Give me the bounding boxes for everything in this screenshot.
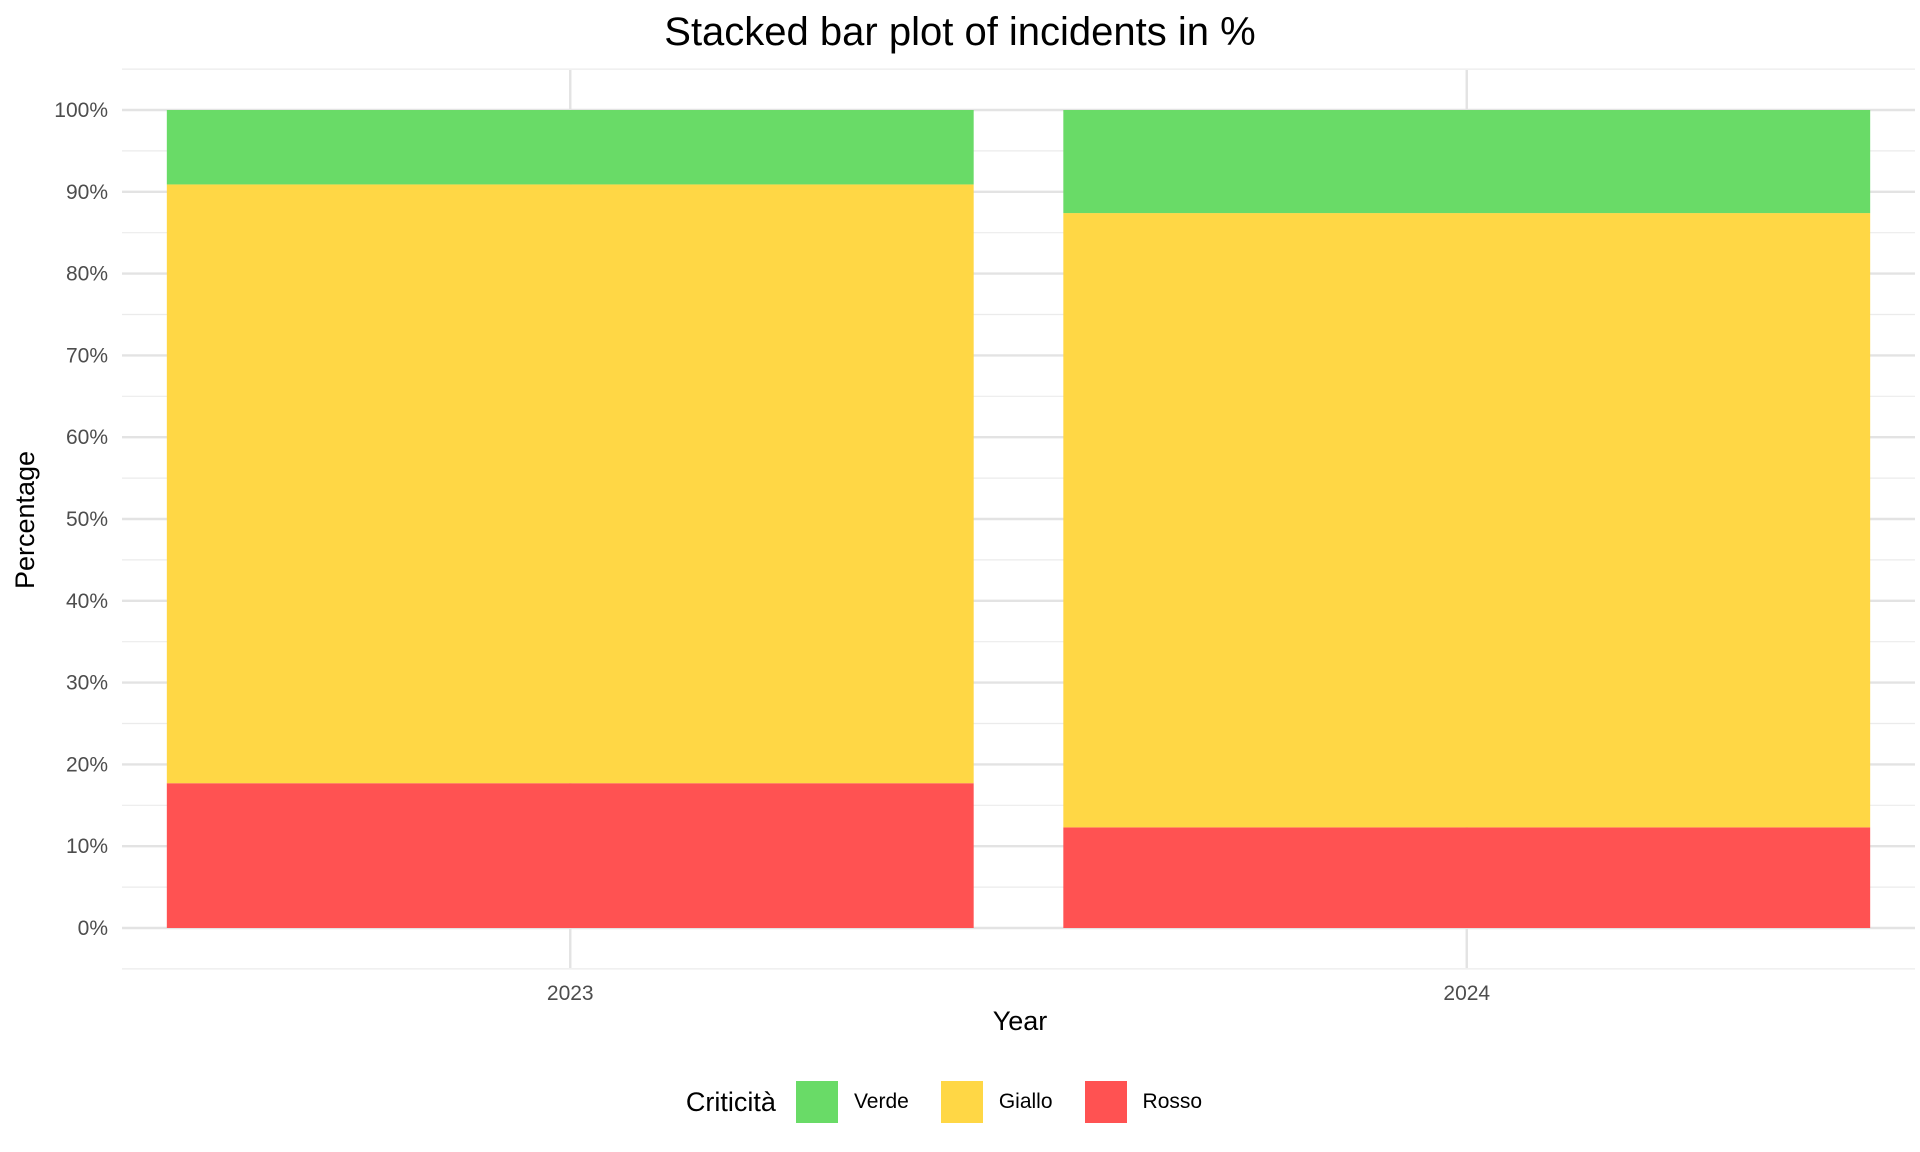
- legend-swatch: [795, 1081, 838, 1123]
- y-axis-title: Percentage: [10, 451, 40, 589]
- y-tick-label: 90%: [66, 181, 108, 204]
- chart-title: Stacked bar plot of incidents in %: [664, 10, 1256, 54]
- y-tick-label: 80%: [66, 263, 108, 286]
- x-axis-title: Year: [993, 1006, 1048, 1036]
- y-tick-label: 70%: [66, 344, 108, 367]
- y-tick-label: 10%: [66, 835, 108, 858]
- y-tick-label: 30%: [66, 672, 108, 695]
- y-tick-label: 20%: [66, 753, 108, 776]
- legend-label: Giallo: [998, 1090, 1053, 1113]
- x-tick-label: 2024: [1443, 982, 1490, 1005]
- x-tick-label: 2023: [547, 982, 594, 1005]
- bars-layer: [166, 110, 1871, 928]
- y-tick-label: 0%: [78, 917, 108, 940]
- legend-item-verde: Verde: [795, 1081, 923, 1123]
- y-tick-label: 50%: [66, 508, 108, 531]
- legend-title: Criticità: [685, 1086, 776, 1117]
- legend-swatch: [1084, 1081, 1127, 1123]
- legend-item-giallo: Giallo: [940, 1081, 1067, 1123]
- bar-segment-rosso-2024: [1063, 827, 1871, 928]
- ticks-layer: 0% 10% 20% 30% 40% 50% 60% 70% 80% 90% 100% 2023 202…: [54, 99, 1490, 1005]
- legend-swatch: [940, 1081, 983, 1123]
- bar-segment-giallo-2023: [166, 184, 974, 784]
- bar-segment-verde-2023: [166, 110, 974, 185]
- bar-segment-verde-2024: [1063, 110, 1871, 214]
- legend-label: Verde: [853, 1090, 909, 1113]
- y-tick-label: 40%: [66, 590, 108, 613]
- y-tick-label: 100%: [54, 99, 108, 122]
- legend-label: Rosso: [1142, 1090, 1203, 1113]
- legend-items: Verde Giallo Rosso: [795, 1081, 1234, 1123]
- legend-item-rosso: Rosso: [1084, 1081, 1217, 1123]
- y-tick-label: 60%: [66, 426, 108, 449]
- bar-segment-rosso-2023: [166, 783, 974, 928]
- legend: Criticità Verde Giallo Rosso: [0, 1080, 1920, 1124]
- bar-segment-giallo-2024: [1063, 213, 1871, 828]
